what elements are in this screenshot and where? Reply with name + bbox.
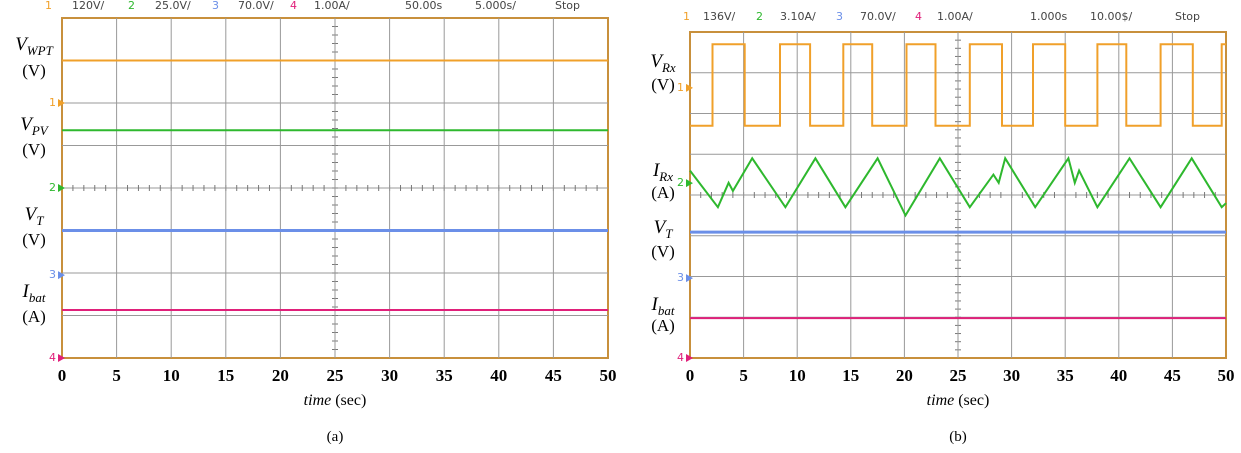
x-tick-label: 15 — [217, 366, 234, 385]
caption: (b) — [949, 429, 967, 445]
x-axis-label-var: time — [304, 392, 332, 409]
scope-status: 2 — [128, 0, 135, 12]
x-tick-label: 30 — [381, 366, 398, 385]
x-tick-label: 50 — [1218, 366, 1235, 385]
channel-label: VWPT — [15, 34, 53, 58]
panel: 0 5 10 15 20 25 30 35 40 45 50 1 120V/2 25.0V/3 70.0V/… — [15, 0, 616, 445]
scope-status: 1.00A/ — [314, 0, 350, 12]
x-tick-label: 30 — [1003, 366, 1020, 385]
x-tick-label: 5 — [739, 366, 748, 385]
x-axis-label-var: time — [927, 392, 955, 409]
x-tick-label: 40 — [1110, 366, 1127, 385]
x-tick-label: 5 — [112, 366, 121, 385]
panel: 0 5 10 15 20 25 30 35 40 45 50 1 136V/2 3.10A/3 70.0V/… — [650, 10, 1234, 445]
scope-status: 4 — [915, 10, 922, 23]
ground-marker-label: 3 — [677, 271, 684, 284]
figure: 051015202530354045501120V/225.0V/370.0V/… — [0, 0, 1241, 453]
x-tick-label: 25 — [950, 366, 967, 385]
scope-status: 50.00s — [405, 0, 442, 12]
x-axis-label-unit: (sec) — [335, 392, 366, 409]
x-tick-label: 10 — [163, 366, 180, 385]
scope-status: 70.0V/ — [238, 0, 274, 12]
x-axis-label-unit: (sec) — [958, 392, 989, 409]
ground-marker-label: 4 — [677, 351, 684, 364]
x-tick-label: 45 — [545, 366, 562, 385]
scope-status: Stop — [555, 0, 580, 12]
scope-status: 136V/ — [703, 10, 736, 23]
scope-status: 120V/ — [72, 0, 105, 12]
scope-status: 2 — [756, 10, 763, 23]
scope-status: 25.0V/ — [155, 0, 191, 12]
channel-label: VPV — [20, 114, 50, 138]
x-tick-label: 20 — [272, 366, 289, 385]
channel-label: Ibat — [651, 294, 675, 318]
channel-label: VT — [25, 204, 45, 228]
x-tick-label: 10 — [789, 366, 806, 385]
channel-subscript: WPT — [27, 43, 54, 58]
ground-marker-label: 1 — [49, 96, 56, 109]
ground-marker-label: 2 — [677, 176, 684, 189]
scope-status: 3 — [212, 0, 219, 12]
channel-subscript: Rx — [658, 169, 673, 184]
channel-label: Ibat — [22, 281, 46, 305]
channel-unit: (A) — [651, 183, 675, 202]
channel-subscript: T — [36, 213, 44, 228]
scope-status: 4 — [290, 0, 297, 12]
x-axis-label: time (sec) — [927, 392, 990, 409]
channel-unit: (V) — [651, 75, 675, 94]
channel-unit: (A) — [651, 316, 675, 335]
channel-subscript: T — [665, 226, 673, 241]
ground-marker-label: 4 — [49, 351, 56, 364]
ground-marker-label: 3 — [49, 268, 56, 281]
channel-unit: (V) — [651, 242, 675, 261]
caption: (a) — [327, 429, 344, 445]
x-tick-label: 0 — [686, 366, 695, 385]
channel-subscript: Rx — [661, 60, 676, 75]
x-tick-label: 25 — [327, 366, 344, 385]
scope-status: 1.000s — [1030, 10, 1067, 23]
x-tick-label: 20 — [896, 366, 913, 385]
channel-unit: (V) — [22, 140, 46, 159]
x-tick-label: 35 — [436, 366, 453, 385]
x-tick-label: 15 — [842, 366, 859, 385]
scope-status: 10.00$/ — [1090, 10, 1132, 23]
channel-subscript: PV — [31, 123, 50, 138]
channel-unit: (A) — [22, 307, 46, 326]
channel-label: IRx — [652, 160, 673, 184]
channel-subscript: bat — [29, 290, 46, 305]
scope-status: 1.00A/ — [937, 10, 973, 23]
x-tick-label: 35 — [1057, 366, 1074, 385]
x-tick-label: 45 — [1164, 366, 1181, 385]
channel-unit: (V) — [22, 61, 46, 80]
scope-status: 1 — [45, 0, 52, 12]
scope-status: 5.000s/ — [475, 0, 516, 12]
channel-unit: (V) — [22, 230, 46, 249]
ground-marker-label: 1 — [677, 81, 684, 94]
x-axis-label: time (sec) — [304, 392, 367, 409]
scope-status: 1 — [683, 10, 690, 23]
channel-label: VRx — [650, 51, 676, 75]
x-tick-label: 40 — [490, 366, 507, 385]
scope-status: 3 — [836, 10, 843, 23]
scope-status: Stop — [1175, 10, 1200, 23]
x-tick-label: 50 — [600, 366, 617, 385]
x-tick-label: 0 — [58, 366, 67, 385]
scope-status: 3.10A/ — [780, 10, 816, 23]
ground-marker-label: 2 — [49, 181, 56, 194]
channel-label: VT — [654, 217, 674, 241]
scope-status: 70.0V/ — [860, 10, 896, 23]
